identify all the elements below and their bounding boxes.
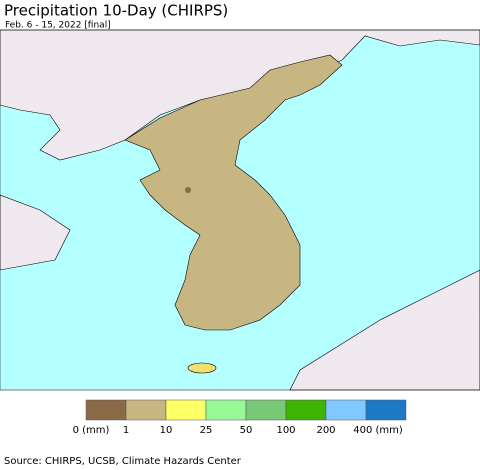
subtitle: Feb. 6 - 15, 2022 [final] <box>5 21 111 31</box>
legend: 0 (mm) 1 10 25 50 100 200 400 (mm) <box>73 399 407 436</box>
legend-label: 50 <box>240 425 253 436</box>
land-shandong <box>0 194 71 271</box>
source: Source: CHIRPS, UCSB, Climate Hazards Ce… <box>4 456 242 467</box>
legend-label: 0 (mm) <box>73 425 110 436</box>
land-korea <box>124 54 343 331</box>
legend-label: 200 <box>316 425 335 436</box>
map-frame <box>0 29 480 391</box>
legend-swatch <box>245 399 287 421</box>
legend-swatch <box>85 399 127 421</box>
legend-label: 25 <box>200 425 213 436</box>
legend-label: 400 (mm) <box>353 425 403 436</box>
precip-spot <box>185 187 191 193</box>
legend-label: 10 <box>160 425 173 436</box>
legend-swatch <box>365 399 407 421</box>
legend-swatch <box>205 399 247 421</box>
legend-label: 100 <box>276 425 295 436</box>
legend-swatch <box>325 399 367 421</box>
title: Precipitation 10-Day (CHIRPS) <box>4 2 228 20</box>
island-jeju <box>187 362 217 374</box>
legend-swatch <box>125 399 167 421</box>
legend-label: 1 <box>123 425 129 436</box>
map <box>0 29 480 391</box>
legend-swatch <box>285 399 327 421</box>
legend-swatch <box>165 399 207 421</box>
